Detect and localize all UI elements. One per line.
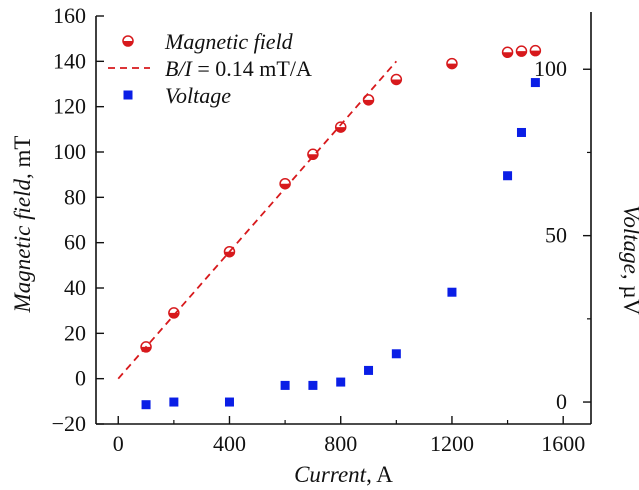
legend-marker-voltage	[123, 90, 133, 100]
axes-layer: 0 400 800 1200 1600−200204060801001201401600…	[10, 3, 639, 487]
y-left-axis-label: Magnetic field, mT	[10, 136, 35, 314]
y-right-tick-label: 0	[556, 389, 567, 414]
voltage-point	[364, 365, 374, 375]
legend-marker-magnetic-field	[122, 35, 134, 47]
legend-label-fit-line-ratio: B/I	[165, 56, 194, 81]
y-left-tick-label: 120	[53, 94, 86, 119]
voltage-point	[503, 171, 513, 181]
y-left-tick-label: 80	[64, 184, 86, 209]
y-left-tick-label: 160	[53, 3, 86, 28]
magnetic-field-point	[501, 46, 514, 59]
y-left-tick-label: 40	[64, 275, 86, 300]
x-axis-label: Current, A	[294, 462, 393, 487]
marker-fill	[335, 127, 346, 133]
magnetic-field-point	[529, 44, 542, 57]
marker-fill	[224, 251, 235, 257]
legend-label-fit-line: B/I = 0.14 mT/A	[165, 56, 312, 81]
y-right-axis-label: Voltage, µV	[619, 205, 639, 316]
voltage-point	[280, 380, 290, 390]
x-tick-label: 0	[113, 431, 124, 456]
magnetic-field-point	[515, 45, 528, 57]
y-left-tick-label: −20	[52, 411, 86, 436]
marker-fill	[446, 63, 457, 69]
voltage-point	[169, 397, 179, 407]
x-tick-label: 800	[324, 431, 357, 456]
y-left-tick-label: 100	[53, 139, 86, 164]
marker-fill	[363, 99, 374, 105]
series-layer	[117, 44, 542, 410]
marker-fill	[123, 41, 133, 46]
voltage-point	[336, 377, 346, 387]
legend-label-magnetic-field: Magnetic field	[164, 29, 294, 54]
voltage-point	[224, 397, 234, 407]
voltage-point	[530, 78, 540, 88]
marker-fill	[391, 79, 402, 85]
y-left-tick-label: 60	[64, 230, 86, 255]
magnetic-field-point	[334, 121, 347, 133]
voltage-point	[516, 127, 526, 137]
voltage-point	[447, 287, 457, 297]
y-right-tick-label: 100	[534, 56, 567, 81]
y-left-tick-label: 20	[64, 320, 86, 345]
magnetic-field-point	[362, 94, 375, 106]
y-right-tick-label: 50	[545, 223, 567, 248]
y-left-tick-label: 140	[53, 48, 86, 73]
y-right-axis-label-name: Voltage	[619, 205, 639, 274]
x-axis-label-name: Current	[294, 462, 367, 487]
y-left-axis-label-unit: , mT	[10, 136, 35, 179]
voltage-point	[141, 400, 151, 410]
marker-fill	[516, 51, 527, 57]
magnetic-field-point	[446, 57, 458, 70]
marker-fill	[502, 52, 513, 58]
marker-fill	[530, 50, 541, 56]
voltage-point	[308, 380, 318, 390]
fit-line	[117, 60, 398, 380]
x-tick-label: 400	[213, 431, 246, 456]
marker-fill	[307, 154, 318, 160]
legend-label-fit-line-value: = 0.14 mT/A	[192, 56, 312, 81]
voltage-point	[391, 349, 401, 359]
x-tick-label: 1600	[541, 431, 585, 456]
y-right-axis-label-unit: , µV	[619, 274, 639, 316]
y-left-axis-label-name: Magnetic field	[10, 178, 35, 313]
magnetic-field-point	[307, 148, 319, 161]
y-left-tick-label: 0	[75, 366, 86, 391]
magnetic-field-point	[390, 73, 403, 86]
magnetic-field-point	[168, 307, 180, 319]
x-axis-label-unit: , A	[366, 462, 393, 487]
x-tick-label: 1200	[430, 431, 474, 456]
legend-label-voltage: Voltage	[165, 83, 231, 108]
